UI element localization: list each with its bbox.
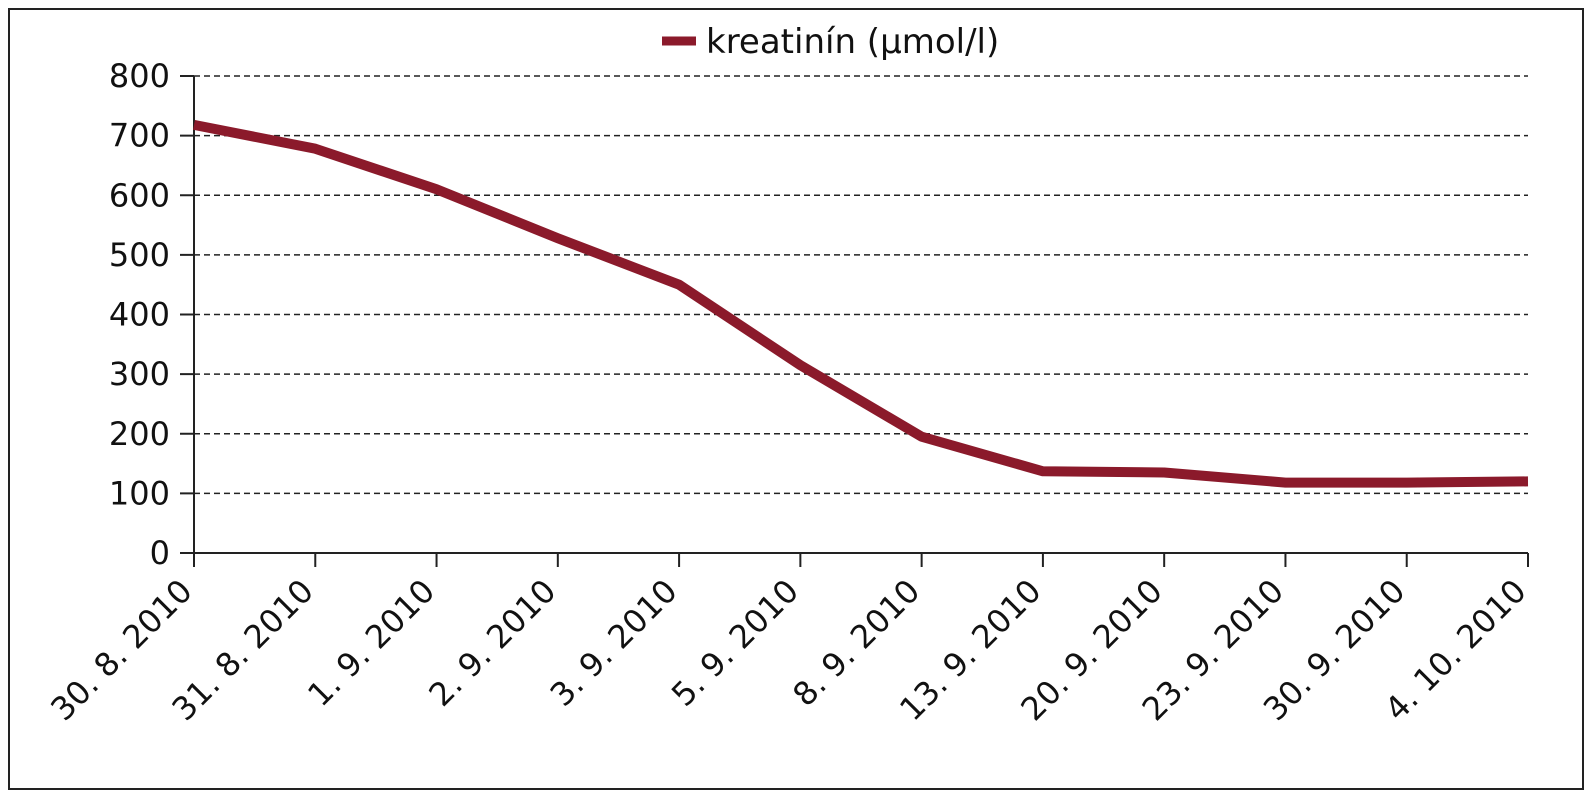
y-tick-label: 600: [109, 176, 170, 214]
y-tick-label: 800: [109, 57, 170, 95]
y-tick-label: 0: [150, 534, 170, 572]
series-line-kreatinin: [193, 119, 1529, 488]
data-series: [193, 119, 1529, 488]
y-tick-label: 700: [109, 117, 170, 155]
y-tick-label: 300: [109, 355, 170, 393]
x-tick-label: 1. 9. 2010: [300, 572, 442, 714]
x-tick-label: 2. 9. 2010: [421, 572, 563, 714]
legend-label: kreatinín (µmol/l): [706, 22, 999, 62]
x-tick-label: 5. 9. 2010: [664, 572, 806, 714]
x-tick-label: 3. 9. 2010: [543, 572, 685, 714]
y-tick-label: 200: [109, 415, 170, 453]
y-axis-tick-labels: 0 100 200 300 400 500 600 700 800: [109, 57, 170, 572]
y-tick-label: 400: [109, 296, 170, 334]
y-tick-label: 500: [109, 236, 170, 274]
y-tick-label: 100: [109, 474, 170, 512]
axes: [180, 75, 1529, 567]
legend: kreatinín (µmol/l): [662, 22, 999, 62]
grid-lines: [194, 75, 1528, 495]
